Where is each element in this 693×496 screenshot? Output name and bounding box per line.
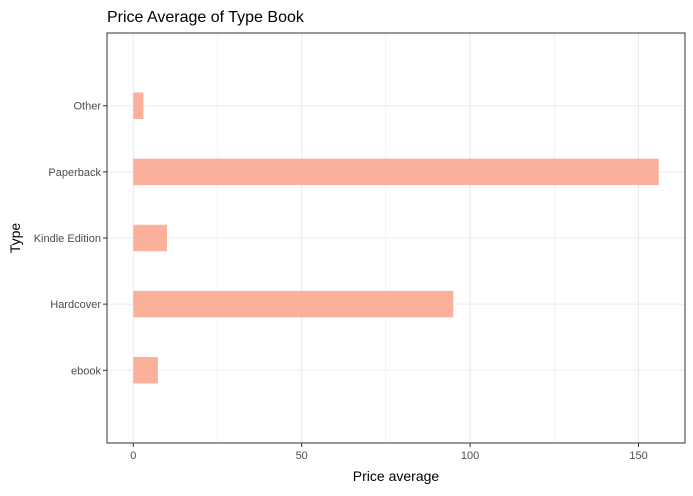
x-tick-label: 100: [461, 450, 479, 462]
x-axis-title: Price average: [353, 468, 440, 484]
x-tick-label: 0: [130, 450, 136, 462]
chart-title: Price Average of Type Book: [107, 9, 305, 26]
bar-paperback: [133, 158, 659, 186]
y-tick-label: Other: [73, 101, 101, 113]
x-axis: 0 50 100 150: [130, 443, 648, 462]
bar-kindle-edition: [133, 224, 167, 252]
y-tick-label: Paperback: [48, 167, 101, 179]
y-tick-label: Hardcover: [50, 299, 101, 311]
x-tick-label: 50: [296, 450, 308, 462]
bars-layer: [133, 92, 659, 384]
bar-hardcover: [133, 290, 454, 318]
x-tick-label: 150: [629, 450, 647, 462]
y-axis: ebook Hardcover Kindle Edition Paperback Oth…: [34, 101, 107, 377]
bar-ebook: [133, 357, 158, 384]
bar-other: [133, 92, 144, 119]
y-tick-label: ebook: [71, 365, 101, 377]
y-tick-label: Kindle Edition: [34, 233, 101, 245]
y-axis-title: Type: [7, 223, 23, 254]
